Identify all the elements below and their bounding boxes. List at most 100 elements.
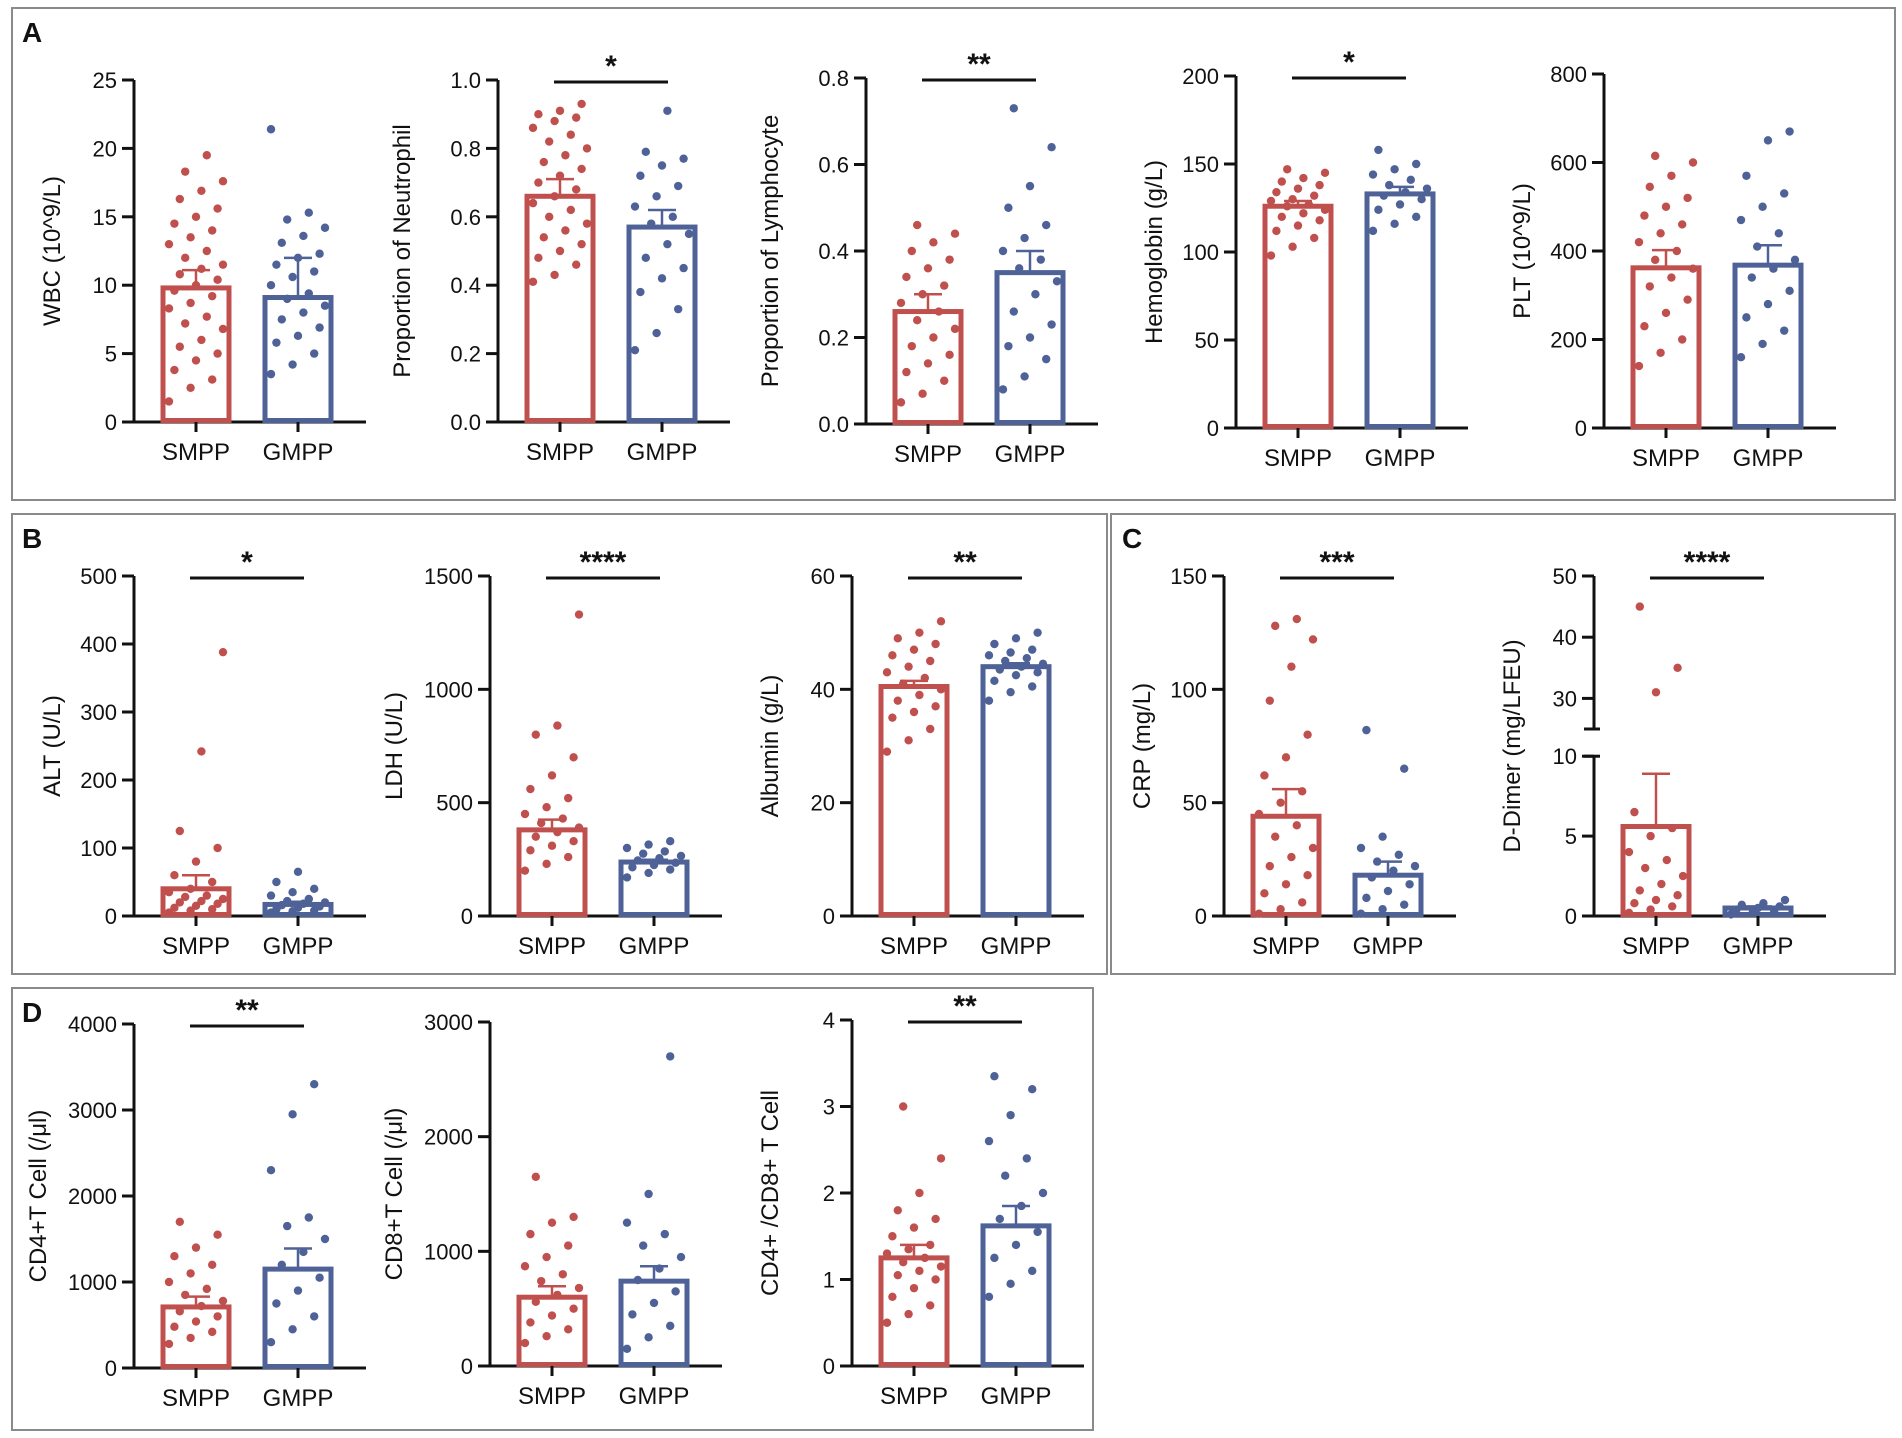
y-tick-label: 0.4 xyxy=(450,273,481,298)
y-axis-label: CD4+ /CD8+ T Cell xyxy=(757,1090,784,1296)
point-smpp xyxy=(569,1212,578,1222)
point-smpp xyxy=(558,814,567,823)
point-smpp xyxy=(893,1206,902,1215)
point-smpp xyxy=(208,905,217,914)
x-tick-label: SMPP xyxy=(894,441,962,468)
panel-label-c: C xyxy=(1122,523,1142,554)
chart-hemoglobin: 0 50 100 150 200 Hemoglobin (g/L) SMPP GMPP * xyxy=(1141,46,1468,472)
point-smpp xyxy=(537,1276,546,1286)
point-smpp xyxy=(218,177,228,186)
y-tick-label: 0.6 xyxy=(450,205,481,230)
point-smpp xyxy=(1310,191,1319,200)
y-tick-label: 1000 xyxy=(68,1270,117,1295)
point-gmpp xyxy=(1006,1110,1015,1120)
point-smpp xyxy=(574,1283,584,1293)
panel-label-d: D xyxy=(22,997,42,1028)
point-smpp xyxy=(1634,361,1644,371)
point-smpp xyxy=(1667,171,1676,180)
y-tick-label: 3 xyxy=(823,1095,835,1120)
point-gmpp xyxy=(663,106,672,115)
point-gmpp xyxy=(1004,341,1013,351)
point-gmpp xyxy=(639,849,648,858)
point-smpp xyxy=(186,884,195,893)
point-smpp xyxy=(923,264,933,273)
point-smpp xyxy=(550,192,559,201)
point-smpp xyxy=(564,852,573,862)
point-smpp xyxy=(545,137,554,146)
y-tick-label: 50 xyxy=(1553,564,1577,589)
point-smpp xyxy=(208,877,217,887)
point-smpp xyxy=(175,194,184,204)
point-smpp xyxy=(218,260,228,269)
point-gmpp xyxy=(1389,866,1398,875)
point-gmpp xyxy=(990,639,999,649)
point-smpp xyxy=(528,198,538,208)
point-smpp xyxy=(572,185,581,194)
point-smpp xyxy=(170,219,179,228)
y-tick-label: 0 xyxy=(823,904,835,929)
point-smpp xyxy=(572,113,581,122)
point-gmpp xyxy=(1028,1085,1037,1094)
point-smpp xyxy=(1656,348,1665,357)
point-gmpp xyxy=(1028,1266,1037,1276)
point-gmpp xyxy=(657,274,667,283)
point-gmpp xyxy=(622,1344,632,1354)
x-tick-label: GMPP xyxy=(1365,445,1436,472)
point-gmpp xyxy=(1036,255,1046,264)
point-smpp xyxy=(175,898,184,907)
point-smpp xyxy=(197,1301,206,1311)
point-smpp xyxy=(213,1312,222,1321)
point-gmpp xyxy=(1367,873,1377,882)
point-gmpp xyxy=(1742,313,1751,322)
significance-label: * xyxy=(1343,46,1355,79)
point-gmpp xyxy=(1763,299,1773,309)
point-gmpp xyxy=(288,1110,297,1119)
point-gmpp xyxy=(1047,320,1056,329)
chart-crp: 0 50 100 150 CRP (mg/L) SMPP GMPP *** xyxy=(1129,546,1456,960)
point-smpp xyxy=(170,286,179,295)
point-smpp xyxy=(534,110,543,119)
point-smpp xyxy=(186,383,195,392)
point-gmpp xyxy=(1001,1171,1010,1180)
panel-frame-a xyxy=(11,7,1896,501)
point-smpp xyxy=(1266,196,1276,206)
y-tick-label: 20 xyxy=(93,136,117,161)
point-smpp xyxy=(915,1266,924,1276)
point-gmpp xyxy=(1758,202,1767,211)
y-tick-label: 400 xyxy=(1550,239,1587,264)
point-smpp xyxy=(218,894,228,904)
x-tick-label: GMPP xyxy=(1733,445,1804,472)
y-tick-label: 1000 xyxy=(424,1239,473,1264)
point-gmpp xyxy=(647,219,656,228)
point-smpp xyxy=(1657,879,1666,889)
point-gmpp xyxy=(1020,233,1029,243)
point-gmpp xyxy=(1775,902,1784,911)
point-gmpp xyxy=(1769,264,1778,273)
point-smpp xyxy=(1292,614,1302,624)
x-tick-label: GMPP xyxy=(619,1383,690,1410)
point-gmpp xyxy=(310,1312,319,1321)
y-axis-label: LDH (U/L) xyxy=(381,692,408,800)
y-tick-label: 30 xyxy=(1553,686,1577,711)
y-tick-label: 1 xyxy=(823,1268,835,1293)
chart-plt: 0 200 400 600 800 PLT (10^9/L) SMPP GMPP xyxy=(1509,62,1836,472)
point-smpp xyxy=(213,275,222,284)
chart-cd8: 0 1000 2000 3000 CD8+T Cell (/μl) SMPP GMPP xyxy=(381,1010,722,1410)
point-gmpp xyxy=(1763,136,1773,145)
point-smpp xyxy=(553,721,562,730)
significance-label: ** xyxy=(953,990,977,1023)
point-smpp xyxy=(1292,821,1302,830)
point-smpp xyxy=(1673,891,1682,900)
point-gmpp xyxy=(310,267,319,276)
chart-albumin: 0 20 40 60 Albumin (g/L) SMPP GMPP ** xyxy=(757,546,1084,960)
point-gmpp xyxy=(633,856,642,865)
point-smpp xyxy=(1265,861,1275,871)
point-gmpp xyxy=(1780,895,1790,905)
point-smpp xyxy=(1683,295,1692,304)
y-axis-label: D-Dimer (mg/LFEU) xyxy=(1499,639,1526,852)
point-smpp xyxy=(1293,221,1303,230)
point-gmpp xyxy=(283,896,292,906)
point-gmpp xyxy=(984,1136,994,1146)
point-gmpp xyxy=(1378,832,1387,841)
